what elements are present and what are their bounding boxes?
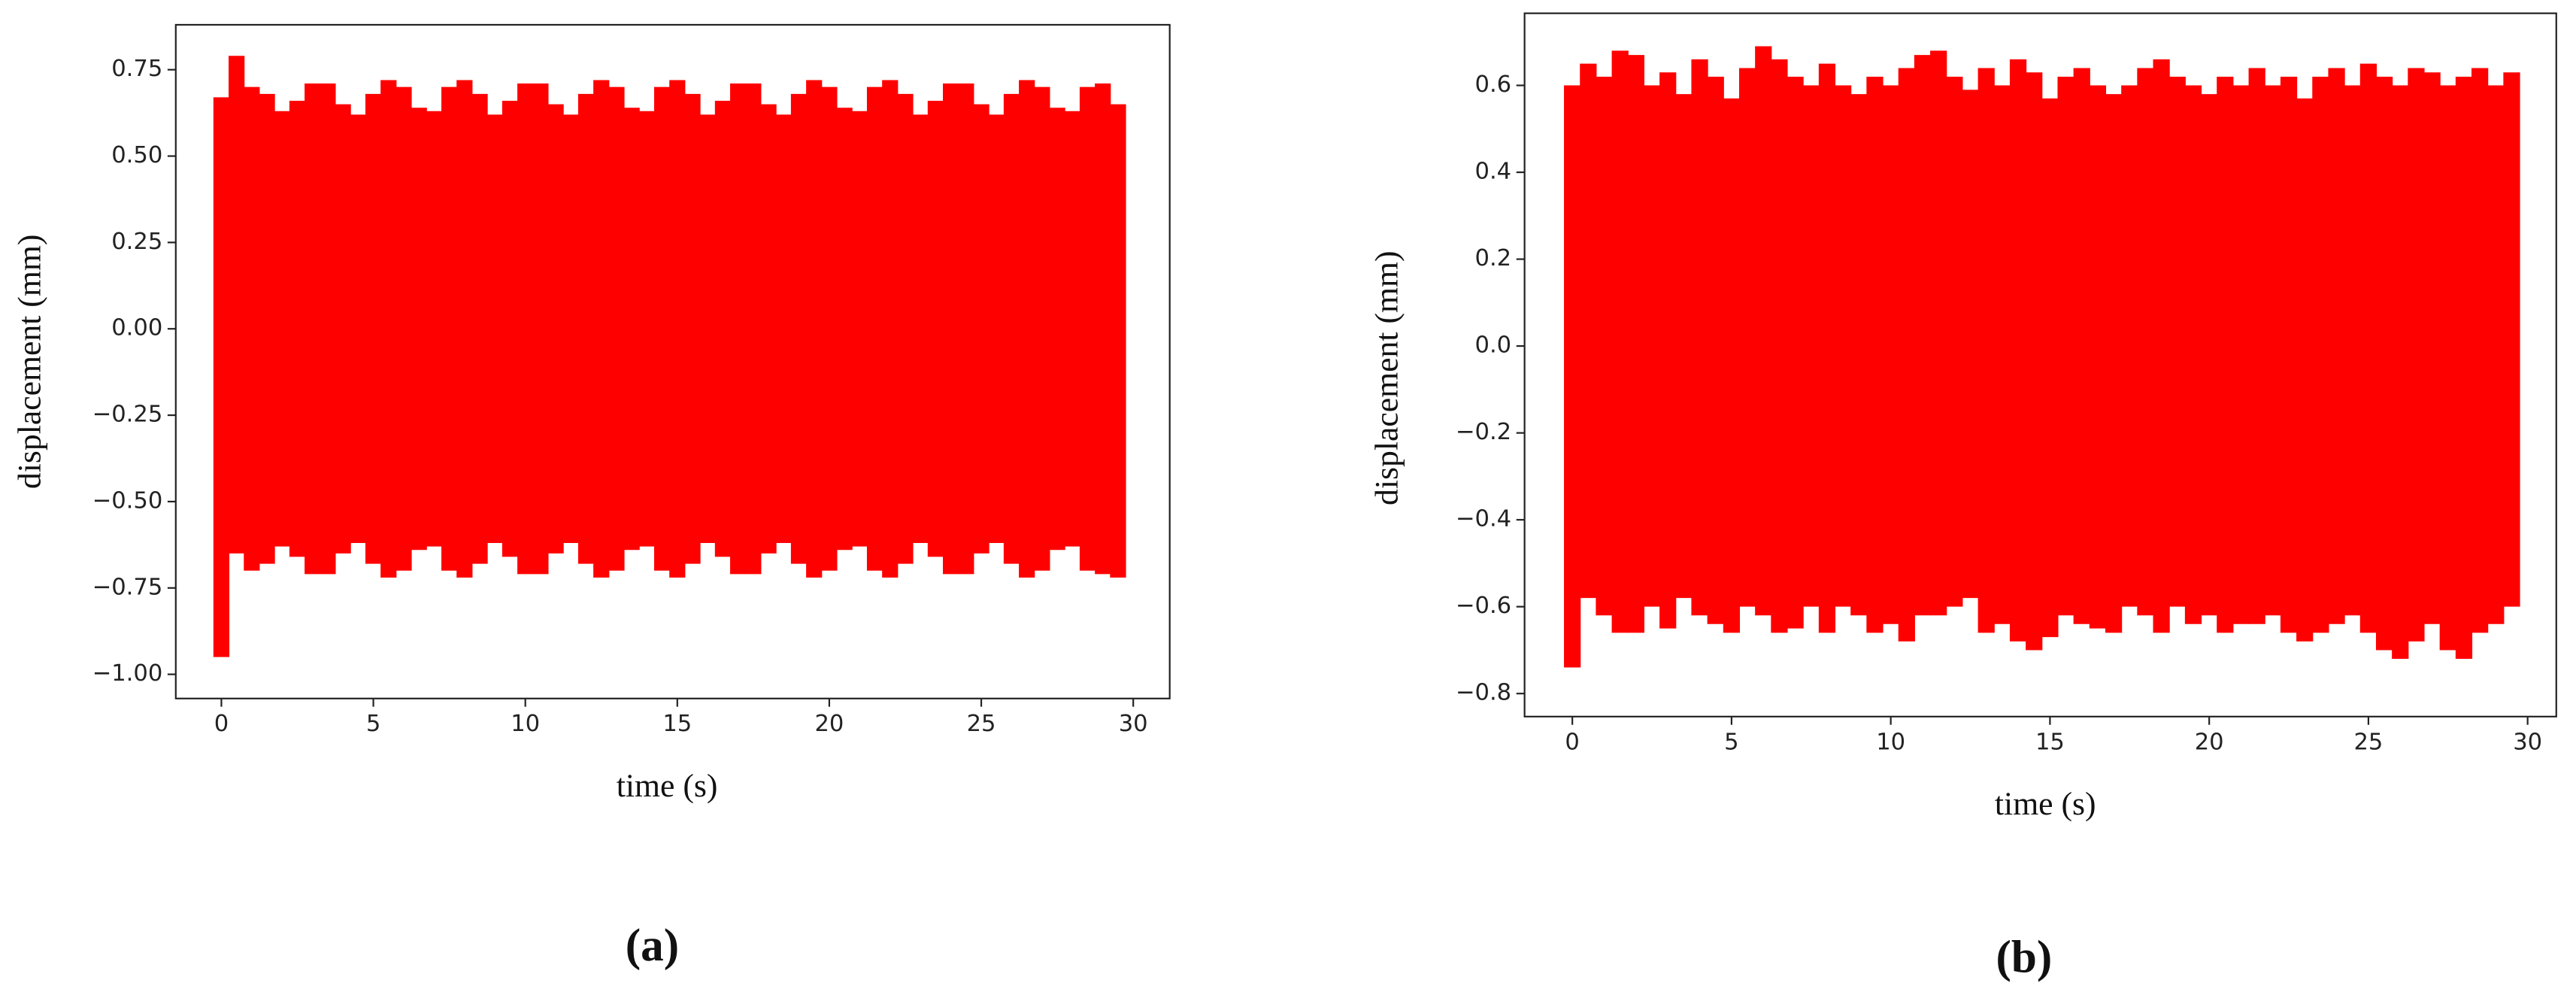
- x-tick-label: 25: [2353, 729, 2383, 755]
- x-tick-label: 0: [214, 711, 229, 737]
- x-tick-label: 0: [1565, 729, 1579, 755]
- y-tick-label: 0.25: [111, 229, 162, 255]
- y-tick-label: −0.8: [1456, 680, 1511, 706]
- x-tick-label: 30: [1119, 711, 1148, 737]
- y-tick-label: 0.0: [1475, 332, 1512, 359]
- y-tick-label: −0.2: [1456, 419, 1511, 445]
- y-tick-label: 0.50: [111, 142, 162, 168]
- x-tick-label: 15: [2035, 729, 2065, 755]
- x-tick-label: 10: [511, 711, 540, 737]
- y-tick-label: 0.4: [1475, 159, 1512, 185]
- plot-frame: [174, 23, 1171, 699]
- y-tick-label: −0.50: [92, 487, 163, 514]
- x-tick-label: 20: [814, 711, 844, 737]
- x-tick-label: 5: [366, 711, 380, 737]
- y-tick-label: −1.00: [92, 660, 163, 687]
- y-tick-label: 0.00: [111, 315, 162, 341]
- x-tick-label: 25: [967, 711, 996, 737]
- x-tick-label: 30: [2513, 729, 2542, 755]
- y-tick-label: −0.4: [1456, 506, 1511, 532]
- x-tick-label: 10: [1876, 729, 1905, 755]
- x-axis-label: time (s): [617, 768, 718, 804]
- x-tick-label: 20: [2195, 729, 2224, 755]
- y-tick-label: 0.75: [111, 56, 162, 82]
- y-tick-label: −0.25: [92, 402, 163, 428]
- y-tick-label: −0.75: [92, 574, 163, 600]
- plot-frame: [1523, 12, 2557, 717]
- caption: (b): [1996, 931, 2052, 982]
- y-tick-label: 0.2: [1475, 245, 1512, 271]
- y-tick-label: −0.6: [1456, 593, 1511, 619]
- y-tick-label: 0.6: [1475, 71, 1512, 98]
- x-axis-label: time (s): [1995, 786, 2096, 822]
- x-tick-label: 15: [662, 711, 692, 737]
- x-tick-label: 5: [1724, 729, 1738, 755]
- y-axis-label: displacement (mm): [12, 235, 48, 489]
- y-axis-label: displacement (mm): [1368, 250, 1405, 505]
- caption: (a): [626, 920, 679, 971]
